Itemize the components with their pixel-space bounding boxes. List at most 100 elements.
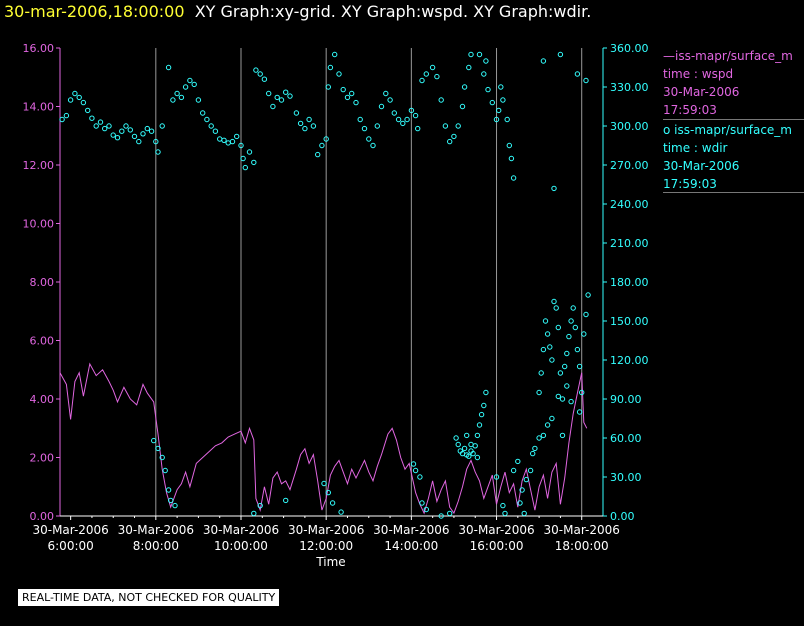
x-tick-label-date: 30-Mar-2006: [373, 523, 449, 537]
wdir-point: [468, 51, 474, 58]
legend-wdir: o iss-mapr/surface_m time : wdir 30-Mar-…: [663, 121, 804, 193]
wdir-point: [576, 409, 583, 415]
wdir-point: [234, 133, 240, 140]
wdir-point: [466, 453, 472, 459]
wdir-point: [476, 422, 483, 428]
wdir-point: [498, 84, 504, 90]
wdir-point: [238, 142, 244, 149]
wdir-point: [168, 497, 174, 504]
wdir-point: [453, 435, 459, 441]
wdir-point: [555, 324, 561, 331]
wdir-point: [246, 149, 253, 155]
wdir-point: [419, 500, 425, 506]
axes: 0.00 2.00 4.00 6.00 8.00 10.00 12.00 14.00 16.00…: [23, 42, 649, 553]
wdir-point: [344, 94, 351, 101]
wdir-point: [178, 94, 185, 101]
wdir-point: [459, 103, 466, 110]
legend-wspd-time: 17:59:03: [663, 103, 717, 117]
data-series: [59, 51, 591, 519]
y-right-tick-label: 60.00: [610, 432, 642, 445]
wdir-point: [325, 84, 331, 90]
wdir-point: [504, 116, 510, 123]
wdir-point: [419, 77, 425, 84]
wdir-point: [151, 437, 157, 444]
wdir-point: [581, 331, 587, 337]
wdir-point: [278, 97, 285, 103]
wdir-point: [429, 64, 436, 71]
wdir-point: [493, 116, 500, 123]
wdir-point: [283, 497, 289, 504]
legend-wspd-var: time : wspd: [663, 67, 734, 81]
wdir-point: [172, 502, 178, 509]
wdir-point: [283, 89, 289, 95]
wdir-point: [562, 363, 568, 370]
wdir-point: [468, 441, 474, 448]
wdir-point: [566, 333, 572, 340]
wdir-point: [251, 159, 257, 166]
wdir-point: [72, 90, 78, 97]
x-tick-label-date: 30-Mar-2006: [203, 523, 279, 537]
wdir-point: [574, 71, 581, 77]
wdir-point: [485, 86, 491, 93]
wdir-point: [519, 487, 525, 493]
wdir-point: [536, 435, 542, 441]
wdir-point: [508, 155, 515, 162]
wdir-point: [102, 125, 108, 132]
wdir-point: [391, 110, 397, 116]
wdir-point: [415, 125, 421, 132]
wdir-point: [217, 136, 223, 142]
wdir-point: [123, 123, 129, 129]
wdir-point: [191, 81, 197, 88]
x-tick-label-time: 16:00:00: [470, 539, 524, 553]
wdir-point: [97, 119, 104, 125]
wdir-point: [59, 116, 65, 123]
y-left-tick-label: 2.00: [30, 452, 55, 465]
wdir-point: [451, 133, 457, 140]
wdir-point: [423, 506, 429, 513]
wdir-point: [221, 137, 227, 144]
wdir-point: [76, 94, 82, 101]
y-right-tick-label: 30.00: [610, 471, 642, 484]
wdir-point: [89, 115, 95, 121]
wdir-point: [447, 138, 453, 145]
wdir-point: [366, 136, 372, 142]
y-right-tick-label: 270.00: [610, 159, 649, 172]
wdir-point: [564, 383, 570, 389]
wdir-point: [93, 123, 99, 129]
wdir-point: [395, 116, 402, 123]
wdir-point: [510, 467, 517, 474]
wdir-point: [568, 318, 574, 324]
wdir-point: [489, 99, 495, 106]
wdir-point: [170, 97, 176, 103]
wdir-point: [225, 140, 231, 146]
wdir-point: [319, 142, 325, 149]
grid-lines: [155, 48, 583, 516]
wdir-point: [500, 97, 506, 103]
x-axis-label: Time: [315, 555, 345, 569]
wdir-point: [540, 58, 547, 64]
wdir-point: [559, 432, 566, 439]
y-right-tick-label: 0.00: [610, 510, 635, 523]
wdir-point: [378, 103, 385, 110]
wdir-point: [438, 513, 444, 519]
y-right-tick-label: 330.00: [610, 81, 649, 94]
wdir-point: [383, 90, 389, 97]
wdir-point: [551, 298, 557, 305]
wdir-point: [257, 71, 263, 77]
wdir-point: [106, 123, 112, 129]
wdir-point: [261, 76, 268, 82]
wdir-point: [438, 97, 444, 103]
wdir-point: [310, 123, 317, 129]
wdir-point: [455, 441, 461, 448]
wdir-point: [208, 123, 214, 129]
wdir-point: [404, 116, 410, 123]
wdir-point: [547, 344, 553, 350]
wdir-point: [332, 51, 338, 58]
wdir-point: [338, 509, 344, 515]
legend-wspd: —iss-mapr/surface_m time : wspd 30-Mar-2…: [663, 47, 804, 119]
wdir-point: [572, 324, 578, 331]
legend-wspd-date: 30-Mar-2006: [663, 85, 740, 99]
wdir-point: [585, 292, 591, 298]
y-right-tick-label: 300.00: [610, 120, 649, 133]
